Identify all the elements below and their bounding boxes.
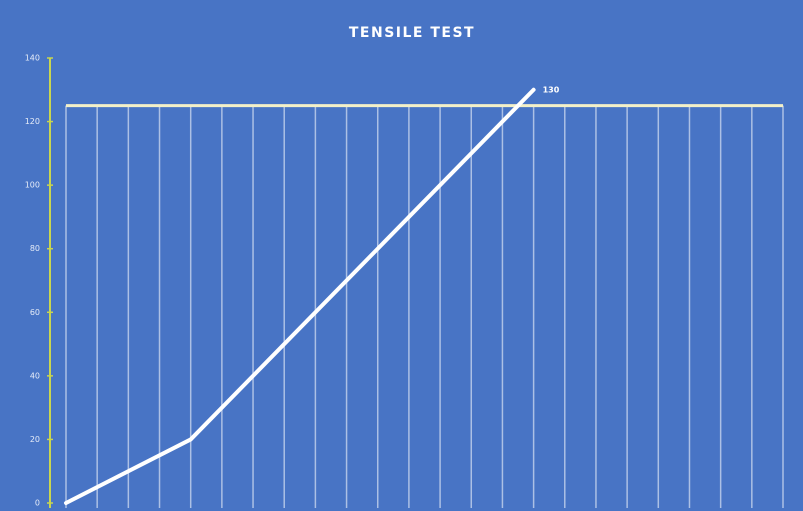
data-label: 130 — [543, 85, 560, 94]
y-tick-label: 40 — [30, 371, 40, 380]
y-tick-label: 120 — [25, 117, 40, 126]
y-tick-label: 60 — [30, 308, 40, 317]
y-tick-label: 140 — [25, 54, 40, 63]
y-tick-label: 20 — [30, 435, 40, 444]
y-tick-label: 0 — [35, 499, 40, 508]
chart-title: TENSILE TEST — [349, 25, 475, 41]
y-tick-label: 100 — [25, 181, 40, 190]
data-line — [64, 87, 536, 505]
y-tick-label: 80 — [30, 244, 40, 253]
